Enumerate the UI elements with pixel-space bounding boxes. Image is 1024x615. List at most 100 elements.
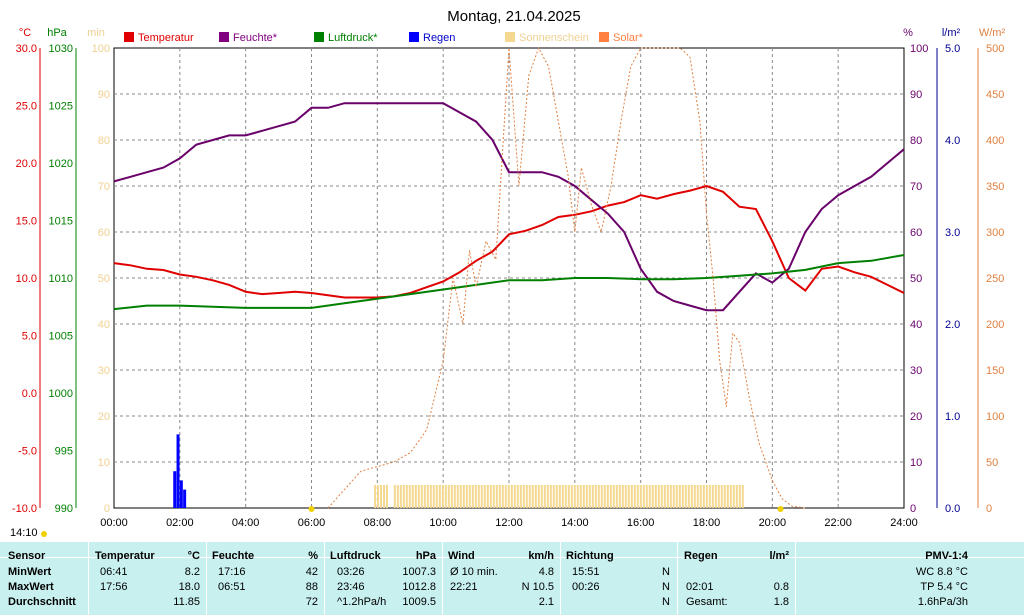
header-richtung: Richtung <box>566 550 614 562</box>
humidity-unit-label: % <box>903 27 913 39</box>
series-line-luftdruck <box>113 254 905 311</box>
legend-label: Feuchte* <box>233 32 278 44</box>
sunshine-bar <box>474 485 477 508</box>
stat-press-val: 1007.3 <box>402 566 436 578</box>
stat-hum-time: 06:51 <box>218 581 246 593</box>
sunshine-bar <box>495 485 498 508</box>
sunshine-bar <box>711 485 714 508</box>
rain-tick-label: 1.0 <box>945 411 960 423</box>
sunshine-bar <box>684 485 687 508</box>
sunshine-bar <box>522 485 525 508</box>
sunshine-bar <box>627 485 630 508</box>
sunshine-bar <box>552 485 555 508</box>
stat-press-val: 1009.5 <box>402 596 436 608</box>
sunshine-bar <box>516 485 519 508</box>
sunshine-bar <box>414 485 417 508</box>
stat-press-time: 23:46 <box>337 581 365 593</box>
sunshine-bar <box>483 485 486 508</box>
rain-bar <box>179 480 183 508</box>
stat-dir-time: 00:26 <box>572 581 600 593</box>
current-time-dot <box>41 531 47 537</box>
sunshine-bar <box>603 485 606 508</box>
stat-rain-val: 0.8 <box>773 581 789 593</box>
legend-label: Temperatur <box>138 32 194 44</box>
pressure-tick-label: 990 <box>55 503 73 515</box>
header-sensor: Sensor <box>8 550 46 562</box>
sunshine-bar <box>564 485 567 508</box>
sunshine-bar <box>411 485 414 508</box>
sunshine-bar <box>609 485 612 508</box>
sunshine-bar <box>441 485 444 508</box>
x-tick-label: 10:00 <box>429 517 457 529</box>
stat-pmv: TP 5.4 °C <box>920 581 968 593</box>
sunshine-bar <box>612 485 615 508</box>
stat-press-val: 1012.8 <box>402 581 436 593</box>
humidity-tick-label: 60 <box>910 227 922 239</box>
sunshine-bar <box>666 485 669 508</box>
sun-marker <box>777 506 784 512</box>
sunshine-bar <box>447 485 450 508</box>
sunshine-bar <box>663 485 666 508</box>
humidity-tick-label: 0 <box>910 503 916 515</box>
header-luftdruck-unit: hPa <box>415 550 436 562</box>
temp-tick-label: 20.0 <box>16 158 37 170</box>
sunshine-bar <box>462 485 465 508</box>
sunshine-bar <box>675 485 678 508</box>
stat-temp-time: 06:41 <box>100 566 128 578</box>
temp-tick-label: -10.0 <box>12 503 37 515</box>
sunshine-bar <box>708 485 711 508</box>
legend: Temperatur Feuchte* Luftdruck* Regen Sonnens… <box>124 32 644 44</box>
humidity-tick-label: 30 <box>910 365 922 377</box>
rain-tick-label: 2.0 <box>945 319 960 331</box>
sunshine-bar <box>426 485 429 508</box>
solar-tick-label: 400 <box>986 135 1004 147</box>
sunshine-bar <box>432 485 435 508</box>
stat-temp-time: 17:56 <box>100 581 128 593</box>
divider <box>560 542 561 615</box>
sunshine-bar <box>690 485 693 508</box>
sunshine-bar <box>408 485 411 508</box>
legend-swatch <box>505 32 515 42</box>
header-temperatur-unit: °C <box>187 550 200 562</box>
stat-pmv: 1.6hPa/3h <box>917 596 968 608</box>
humidity-tick-label: 80 <box>910 135 922 147</box>
sunshine-bar <box>459 485 462 508</box>
temp-tick-label: 30.0 <box>16 43 37 55</box>
rain-tick-label: 3.0 <box>945 227 960 239</box>
sunshine-bar <box>543 485 546 508</box>
pressure-tick-label: 1000 <box>49 388 73 400</box>
temp-tick-label: -5.0 <box>18 446 37 458</box>
stat-rain-time: 02:01 <box>686 581 714 593</box>
sunshine-bar <box>570 485 573 508</box>
stat-wind-time: Ø 10 min. <box>450 566 498 578</box>
sunshine-bar <box>435 485 438 508</box>
sunshine_min-tick-label: 40 <box>98 319 110 331</box>
legend-swatch <box>124 32 134 42</box>
x-tick-label: 12:00 <box>495 517 523 529</box>
sunshine-bar <box>573 485 576 508</box>
stat-dir-val: N <box>662 581 670 593</box>
header-feuchte: Feuchte <box>212 550 255 562</box>
data-lines <box>113 46 905 509</box>
sunshine-bar <box>651 485 654 508</box>
humidity-tick-label: 70 <box>910 181 922 193</box>
stat-rain-val: 1.8 <box>773 596 789 608</box>
sunshine_min-tick-label: 30 <box>98 365 110 377</box>
sunshine_min-tick-label: 10 <box>98 457 110 469</box>
sunshine_min-tick-label: 100 <box>92 43 110 55</box>
grid <box>113 47 905 509</box>
humidity-tick-label: 100 <box>910 43 928 55</box>
sunshine-bar <box>417 485 420 508</box>
solar-tick-label: 500 <box>986 43 1004 55</box>
sunshine-bar <box>717 485 720 508</box>
humidity-tick-label: 40 <box>910 319 922 331</box>
solar-tick-label: 300 <box>986 227 1004 239</box>
sunshine-bar <box>699 485 702 508</box>
x-tick-label: 20:00 <box>759 517 787 529</box>
sunshine-bar <box>678 485 681 508</box>
sunshine-bar <box>585 485 588 508</box>
stat-pmv: WC 8.8 °C <box>915 566 968 578</box>
header-wind: Wind <box>448 550 475 562</box>
sunshine-bar <box>648 485 651 508</box>
pressure-tick-label: 995 <box>55 446 73 458</box>
